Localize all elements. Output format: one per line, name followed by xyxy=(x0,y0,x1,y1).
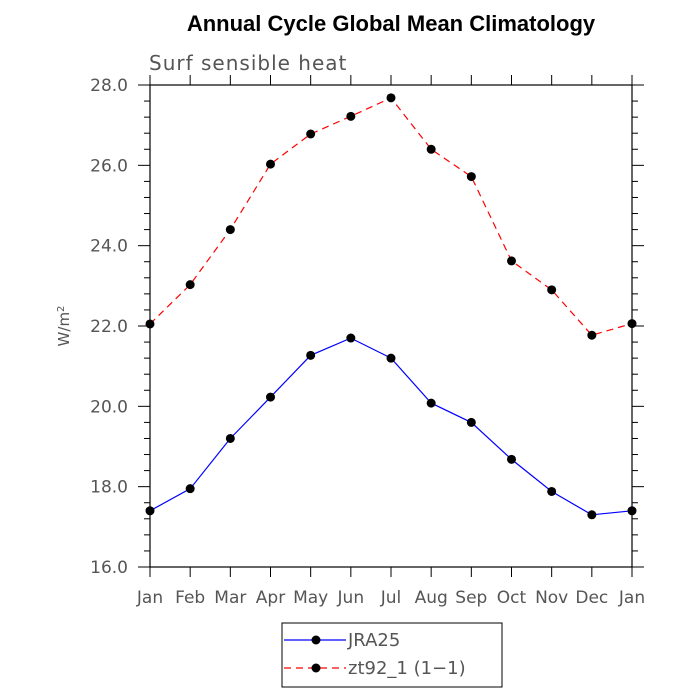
data-point xyxy=(225,225,235,235)
x-tick-label: Dec xyxy=(575,588,608,608)
data-point xyxy=(466,172,476,182)
y-tick-label: 26.0 xyxy=(90,156,128,176)
x-tick-label: Nov xyxy=(535,588,568,608)
series-layer xyxy=(145,93,637,520)
x-tick-labels: Jan Feb Mar Apr May Jun Jul Aug Sep Oct Nov Dec Jan xyxy=(136,588,645,608)
x-tick-label: Apr xyxy=(256,588,285,608)
legend-label: JRA25 xyxy=(347,630,400,651)
legend-marker xyxy=(311,663,321,673)
data-point xyxy=(426,398,436,408)
data-point xyxy=(185,280,195,290)
data-point xyxy=(145,506,155,516)
data-point xyxy=(507,256,516,266)
series-line xyxy=(149,97,633,336)
y-tick-label: 20.0 xyxy=(90,397,128,417)
y-tick-label: 16.0 xyxy=(90,558,128,578)
x-tick-label: Aug xyxy=(415,588,448,608)
legend: JRA25 zt92_1 (1−1) xyxy=(281,622,503,688)
legend-box xyxy=(281,622,503,688)
chart-subtitle: Surf sensible heat xyxy=(149,51,347,75)
data-point xyxy=(587,510,597,520)
x-tick-label: May xyxy=(293,588,328,608)
y-tick-label: 24.0 xyxy=(90,237,128,257)
data-point xyxy=(386,93,396,103)
chart-title: Annual Cycle Global Mean Climatology xyxy=(187,11,596,36)
x-tick-label: Jun xyxy=(337,588,365,608)
data-point xyxy=(185,484,195,494)
data-point xyxy=(306,129,316,139)
data-point xyxy=(145,319,155,329)
data-point xyxy=(266,159,275,169)
data-point xyxy=(547,486,557,496)
data-point xyxy=(587,330,597,340)
data-point xyxy=(225,433,235,443)
data-point xyxy=(306,350,316,360)
y-tick-label: 28.0 xyxy=(90,76,128,96)
series-line xyxy=(149,337,633,516)
data-point xyxy=(627,319,637,329)
y-axis-label: W/m2 xyxy=(55,306,73,347)
y-tick-label: 18.0 xyxy=(90,478,128,498)
legend-label: zt92_1 (1−1) xyxy=(348,658,466,679)
data-point xyxy=(426,144,436,154)
y-tick-labels: 16.0 18.0 20.0 22.0 24.0 26.0 28.0 xyxy=(90,76,128,578)
legend-marker xyxy=(311,635,321,645)
x-tick-label: Jan xyxy=(136,588,163,608)
x-tick-label: Mar xyxy=(214,588,246,608)
axis-ticks xyxy=(138,75,644,577)
plot-frame xyxy=(149,84,633,568)
x-tick-label: Oct xyxy=(497,588,527,608)
data-point xyxy=(507,454,516,464)
x-tick-label: Jul xyxy=(380,588,402,608)
data-point xyxy=(547,285,557,295)
x-tick-label: Jan xyxy=(618,588,645,608)
data-point xyxy=(466,417,476,427)
data-point xyxy=(386,353,396,363)
x-tick-label: Feb xyxy=(175,588,205,608)
data-point xyxy=(266,392,275,402)
y-tick-label: 22.0 xyxy=(90,317,128,337)
x-tick-label: Sep xyxy=(455,588,487,608)
data-point xyxy=(627,506,637,516)
data-point xyxy=(346,333,356,343)
data-point xyxy=(346,111,356,121)
